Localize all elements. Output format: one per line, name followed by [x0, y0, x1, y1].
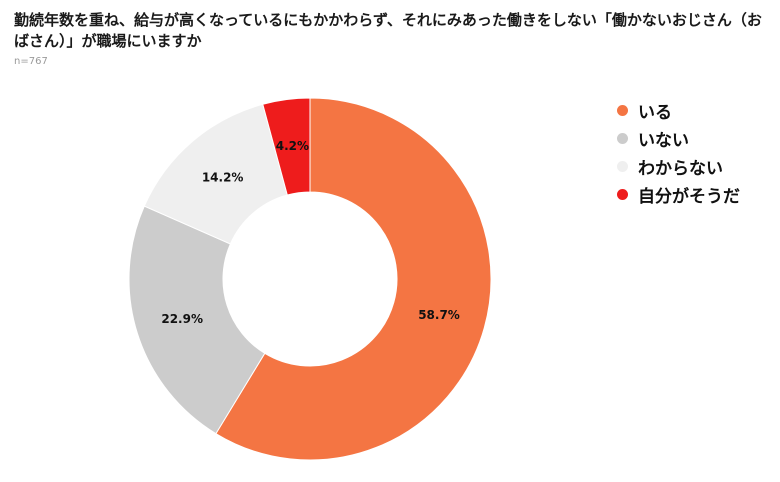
data-label: 14.2% — [202, 170, 244, 184]
legend-item: いない — [617, 124, 740, 152]
data-label: 22.9% — [161, 312, 203, 326]
pie-slice — [262, 97, 311, 196]
legend: いる いない わからない 自分がそうだ — [617, 96, 740, 208]
legend-label: いない — [638, 130, 689, 151]
legend-item: 自分がそうだ — [617, 180, 740, 208]
chart-title: 勤続年数を重ね、給与が高くなっているにもかかわらず、それにみあった働きをしない「… — [14, 11, 762, 50]
pie-slice — [128, 205, 266, 435]
legend-label: わからない — [638, 158, 723, 179]
pie-slice — [215, 97, 492, 461]
sample-size: n=767 — [14, 56, 48, 67]
legend-marker — [617, 104, 628, 116]
pie-slice — [143, 103, 288, 245]
data-label: 58.7% — [418, 308, 460, 322]
data-label: 4.2% — [276, 139, 309, 153]
legend-marker — [617, 160, 628, 172]
legend-marker — [617, 132, 628, 144]
legend-label: 自分がそうだ — [638, 186, 740, 207]
legend-marker — [617, 188, 628, 200]
legend-item: わからない — [617, 152, 740, 180]
legend-item: いる — [617, 96, 740, 124]
legend-label: いる — [638, 102, 672, 123]
